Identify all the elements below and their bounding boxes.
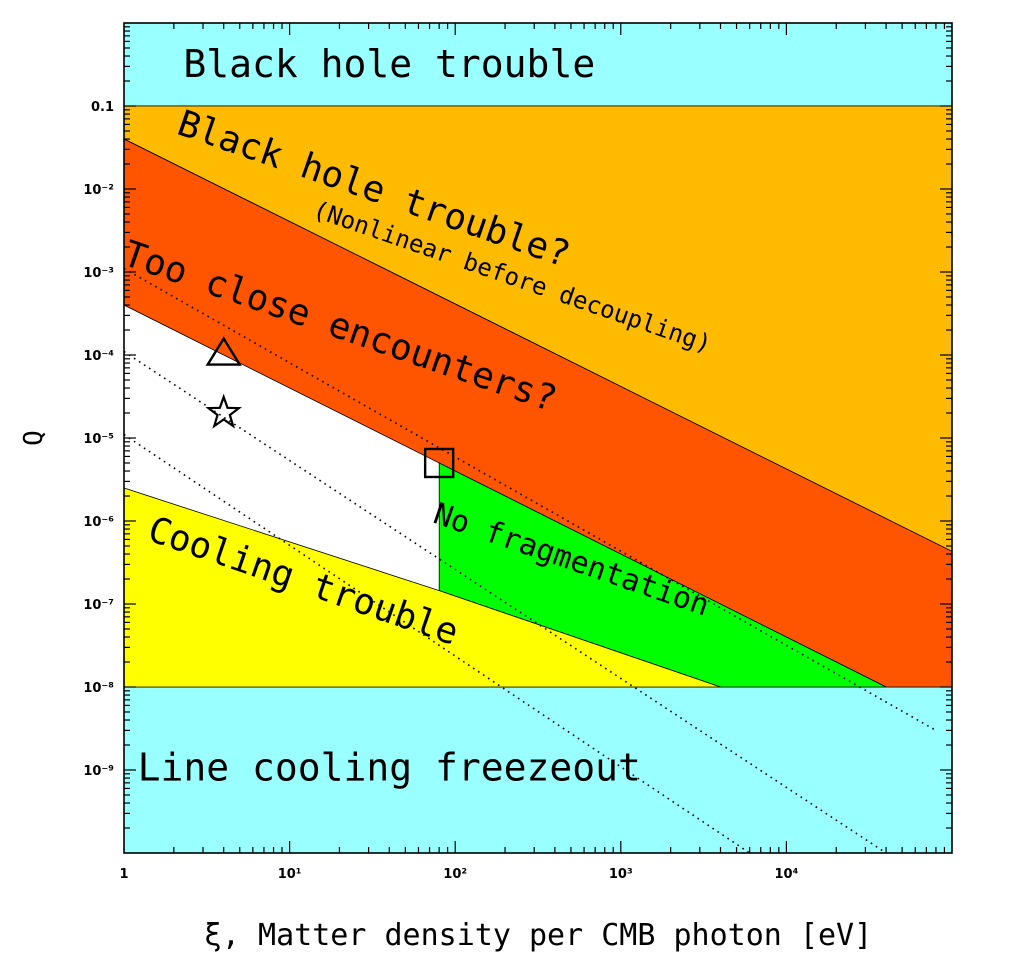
star-marker (205, 393, 243, 429)
region-1 (124, 686, 952, 853)
y-tick-label: 10⁻⁷ (83, 598, 114, 613)
x-axis-title: ξ, Matter density per CMB photon [eV] (204, 918, 872, 953)
triangle-marker (205, 336, 242, 366)
y-tick-label: 0.1 (91, 100, 114, 115)
x-tick-label: 10⁴ (775, 867, 799, 882)
x-tick-label: 10³ (609, 867, 633, 882)
y-tick-label: 10⁻⁸ (83, 681, 114, 696)
dotted-line-1 (124, 350, 887, 853)
y-tick-label: 10⁻³ (83, 266, 114, 281)
region-5 (124, 487, 721, 688)
chart-tick-labels: 1 10¹ 10² 10³ 10⁴ 0.1 10⁻² 10⁻³ 10⁻⁴ 10⁻⁵ 10⁻⁶ 10⁻⁷… (83, 100, 798, 882)
x-tick-label: 1 (119, 867, 128, 882)
x-tick-label: 10¹ (278, 867, 302, 882)
region-label-6: Line cooling freezeout (138, 746, 641, 790)
y-tick-label: 10⁻⁶ (83, 515, 114, 530)
square-marker (423, 447, 455, 479)
region-label-0: Black hole trouble (183, 42, 595, 86)
plot-frame (123, 22, 953, 854)
y-tick-label: 10⁻² (83, 183, 114, 198)
x-tick-label: 10² (443, 867, 467, 882)
y-axis-title: Q (19, 430, 49, 446)
y-tick-label: 10⁻⁴ (83, 349, 114, 364)
y-tick-label: 10⁻⁵ (83, 432, 114, 447)
chart-regions (124, 23, 952, 853)
y-tick-label: 10⁻⁹ (83, 764, 114, 779)
chart-dotted-lines (124, 267, 937, 853)
chart-markers (205, 336, 455, 479)
chart-ticks (124, 23, 952, 853)
